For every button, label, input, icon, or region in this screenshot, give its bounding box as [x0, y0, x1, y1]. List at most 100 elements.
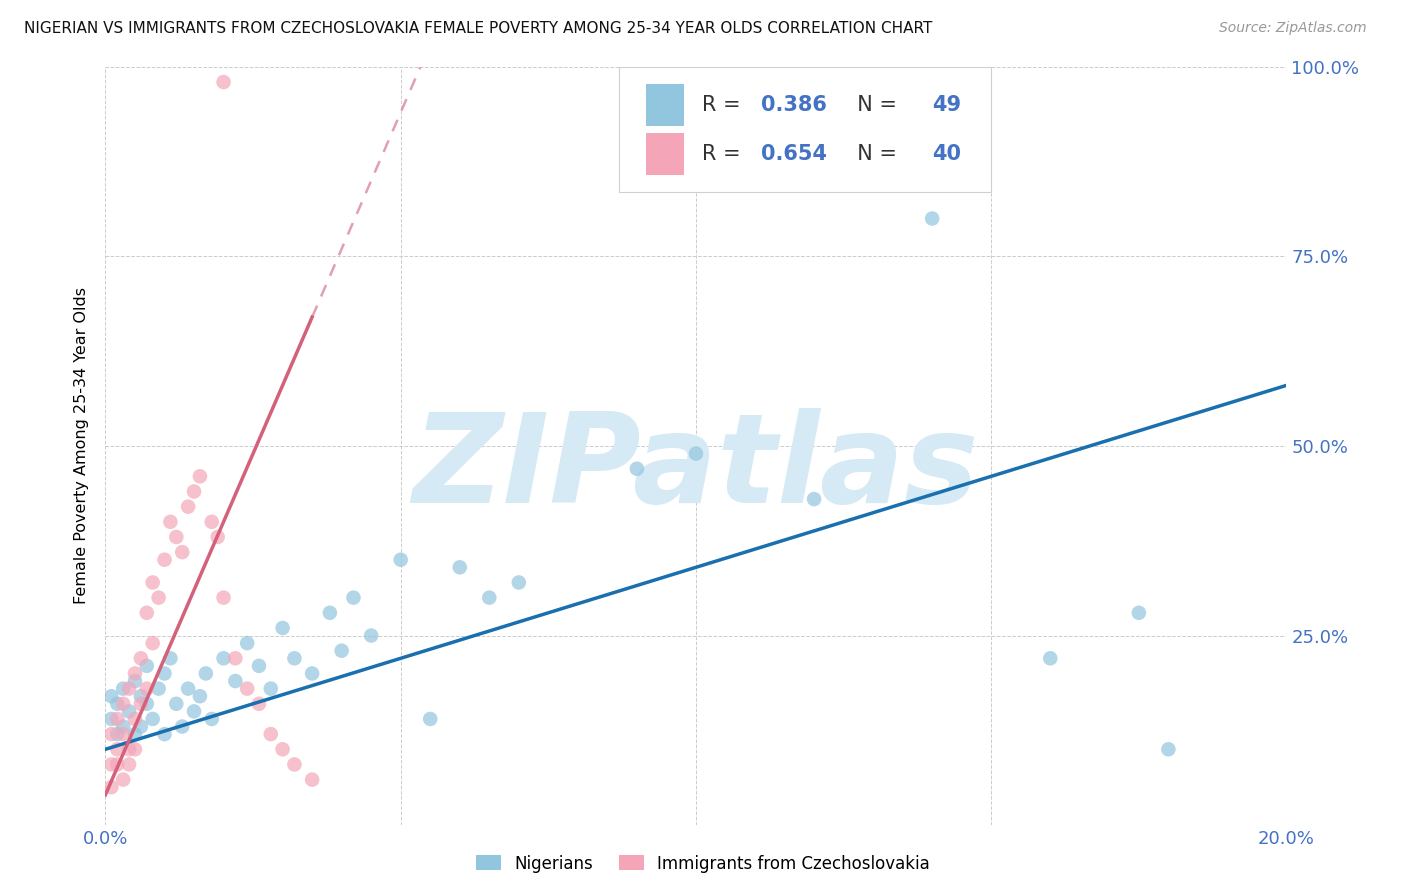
Immigrants from Czechoslovakia	[271, 742, 294, 756]
Nigerians	[194, 666, 217, 681]
Nigerians	[1039, 651, 1062, 665]
Nigerians	[508, 575, 530, 590]
Immigrants from Czechoslovakia	[224, 651, 246, 665]
Nigerians	[201, 712, 224, 726]
Immigrants from Czechoslovakia	[105, 742, 128, 756]
Immigrants from Czechoslovakia	[100, 757, 122, 772]
Nigerians	[271, 621, 294, 635]
Nigerians	[236, 636, 259, 650]
Nigerians	[112, 719, 135, 733]
Immigrants from Czechoslovakia	[135, 681, 157, 696]
Nigerians	[124, 674, 146, 689]
Nigerians	[183, 705, 205, 719]
Immigrants from Czechoslovakia	[100, 780, 122, 795]
Nigerians	[188, 689, 211, 703]
Text: R =: R =	[702, 145, 747, 164]
Text: NIGERIAN VS IMMIGRANTS FROM CZECHOSLOVAKIA FEMALE POVERTY AMONG 25-34 YEAR OLDS : NIGERIAN VS IMMIGRANTS FROM CZECHOSLOVAK…	[24, 21, 932, 36]
Immigrants from Czechoslovakia	[183, 484, 205, 499]
Nigerians	[319, 606, 342, 620]
Immigrants from Czechoslovakia	[105, 712, 128, 726]
Text: 0.386: 0.386	[761, 95, 827, 115]
Text: Source: ZipAtlas.com: Source: ZipAtlas.com	[1219, 21, 1367, 35]
Immigrants from Czechoslovakia	[188, 469, 211, 483]
Nigerians	[478, 591, 501, 605]
Nigerians	[148, 681, 170, 696]
Text: N =: N =	[844, 95, 903, 115]
Immigrants from Czechoslovakia	[112, 697, 135, 711]
Immigrants from Czechoslovakia	[124, 712, 146, 726]
Nigerians	[105, 727, 128, 741]
Nigerians	[172, 719, 194, 733]
Immigrants from Czechoslovakia	[135, 606, 157, 620]
Immigrants from Czechoslovakia	[153, 552, 176, 567]
Nigerians	[921, 211, 943, 226]
Immigrants from Czechoslovakia	[105, 757, 128, 772]
Text: ZIPatlas: ZIPatlas	[413, 409, 979, 529]
Immigrants from Czechoslovakia	[129, 651, 152, 665]
FancyBboxPatch shape	[619, 67, 991, 192]
Immigrants from Czechoslovakia	[112, 772, 135, 787]
Nigerians	[803, 492, 825, 507]
Nigerians	[177, 681, 200, 696]
Nigerians	[100, 712, 122, 726]
Immigrants from Czechoslovakia	[283, 757, 305, 772]
Immigrants from Czechoslovakia	[172, 545, 194, 559]
Nigerians	[112, 681, 135, 696]
Nigerians	[135, 658, 157, 673]
Nigerians	[129, 689, 152, 703]
Nigerians	[389, 552, 412, 567]
Nigerians	[301, 666, 323, 681]
Immigrants from Czechoslovakia	[142, 636, 165, 650]
Immigrants from Czechoslovakia	[118, 742, 141, 756]
Immigrants from Czechoslovakia	[177, 500, 200, 514]
Immigrants from Czechoslovakia	[247, 697, 270, 711]
Immigrants from Czechoslovakia	[201, 515, 224, 529]
Nigerians	[105, 697, 128, 711]
Nigerians	[135, 697, 157, 711]
Nigerians	[419, 712, 441, 726]
Nigerians	[342, 591, 364, 605]
FancyBboxPatch shape	[647, 133, 685, 175]
FancyBboxPatch shape	[647, 84, 685, 126]
Text: R =: R =	[702, 95, 747, 115]
Nigerians	[247, 658, 270, 673]
Nigerians	[129, 719, 152, 733]
Nigerians	[124, 727, 146, 741]
Immigrants from Czechoslovakia	[129, 697, 152, 711]
Nigerians	[449, 560, 471, 574]
Nigerians	[212, 651, 235, 665]
Immigrants from Czechoslovakia	[165, 530, 187, 544]
Nigerians	[283, 651, 305, 665]
Nigerians	[360, 628, 382, 642]
Immigrants from Czechoslovakia	[236, 681, 259, 696]
Nigerians	[626, 462, 648, 476]
Nigerians	[165, 697, 187, 711]
Nigerians	[118, 705, 141, 719]
Immigrants from Czechoslovakia	[124, 666, 146, 681]
Nigerians	[100, 689, 122, 703]
Nigerians	[153, 666, 176, 681]
Y-axis label: Female Poverty Among 25-34 Year Olds: Female Poverty Among 25-34 Year Olds	[75, 287, 90, 605]
Immigrants from Czechoslovakia	[260, 727, 283, 741]
Immigrants from Czechoslovakia	[207, 530, 229, 544]
Text: N =: N =	[844, 145, 903, 164]
Immigrants from Czechoslovakia	[159, 515, 181, 529]
Immigrants from Czechoslovakia	[301, 772, 323, 787]
Legend: Nigerians, Immigrants from Czechoslovakia: Nigerians, Immigrants from Czechoslovaki…	[470, 848, 936, 880]
Nigerians	[153, 727, 176, 741]
Text: 49: 49	[932, 95, 962, 115]
Immigrants from Czechoslovakia	[118, 681, 141, 696]
Nigerians	[330, 644, 353, 658]
Nigerians	[1157, 742, 1180, 756]
Nigerians	[685, 446, 707, 460]
Immigrants from Czechoslovakia	[142, 575, 165, 590]
Nigerians	[224, 674, 246, 689]
Nigerians	[159, 651, 181, 665]
Immigrants from Czechoslovakia	[148, 591, 170, 605]
Nigerians	[260, 681, 283, 696]
Immigrants from Czechoslovakia	[124, 742, 146, 756]
Immigrants from Czechoslovakia	[112, 727, 135, 741]
Nigerians	[142, 712, 165, 726]
Nigerians	[1128, 606, 1150, 620]
Immigrants from Czechoslovakia	[212, 75, 235, 89]
